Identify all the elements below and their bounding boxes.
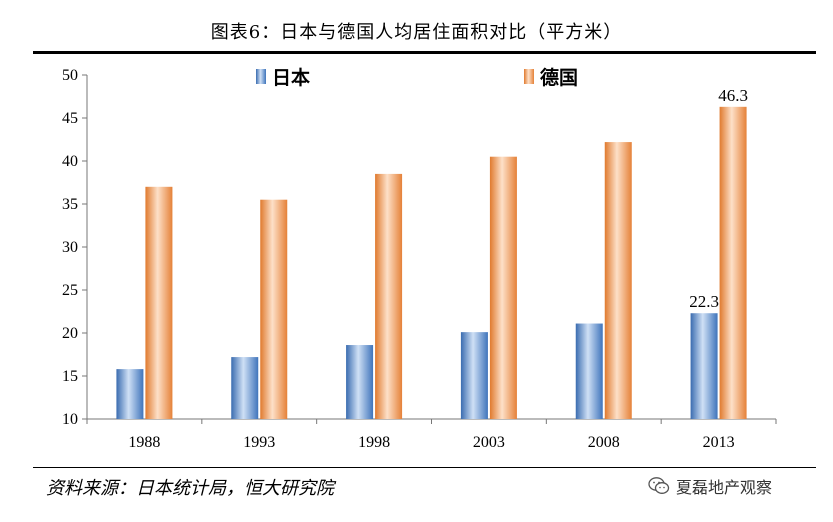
data-label: 46.3: [718, 86, 748, 105]
bars: [116, 106, 747, 419]
legend-swatch: [524, 69, 534, 84]
y-tick-label: 25: [62, 282, 78, 299]
bar-germany: [260, 199, 288, 419]
bar-germany: [145, 186, 173, 419]
x-tick-label: 2003: [473, 434, 505, 451]
y-tick-label: 40: [62, 153, 78, 170]
bar-japan: [116, 369, 144, 419]
bar-japan: [690, 313, 718, 419]
top-rule: [33, 51, 816, 54]
x-tick-label: 2008: [588, 434, 620, 451]
bar-japan: [346, 345, 374, 419]
bar-germany: [489, 156, 517, 419]
bar-japan: [460, 332, 488, 419]
wechat-icon: [648, 477, 670, 494]
y-tick-label: 50: [62, 67, 78, 84]
bar-japan: [231, 357, 259, 419]
watermark: 夏磊地产观察: [648, 474, 772, 498]
legend-label: 日本: [272, 66, 310, 89]
x-tick-label: 1998: [358, 434, 390, 451]
y-tick-label: 15: [62, 368, 78, 385]
bottom-rule: [33, 467, 816, 468]
source-note: 资料来源：日本统计局，恒大研究院: [46, 478, 334, 499]
legend: 日本 德国: [256, 66, 578, 89]
bar-germany: [719, 106, 747, 419]
y-tick-label: 45: [62, 110, 78, 127]
bar-germany: [604, 142, 632, 419]
bar-japan: [575, 323, 603, 419]
data-label: 22.3: [689, 292, 719, 311]
data-labels: 22.3 46.3: [689, 86, 748, 311]
legend-label: 德国: [540, 66, 578, 89]
watermark-text: 夏磊地产观察: [676, 478, 773, 497]
x-tick-label: 1988: [128, 434, 160, 451]
y-tick-label: 30: [62, 239, 78, 256]
y-tick-label: 10: [62, 411, 78, 428]
x-tick-label: 1993: [243, 434, 275, 451]
y-tick-label: 20: [62, 325, 78, 342]
axes: 10 15 20 25 30 35 40 45 50 1988 1993 1998 2003 2008 20…: [62, 67, 777, 451]
y-tick-label: 35: [62, 196, 78, 213]
legend-swatch: [256, 69, 266, 84]
chart-title: 图表6：日本与德国人均居住面积对比（平方米）: [210, 22, 623, 43]
bar-germany: [375, 173, 403, 419]
x-tick-label: 2013: [703, 434, 735, 451]
